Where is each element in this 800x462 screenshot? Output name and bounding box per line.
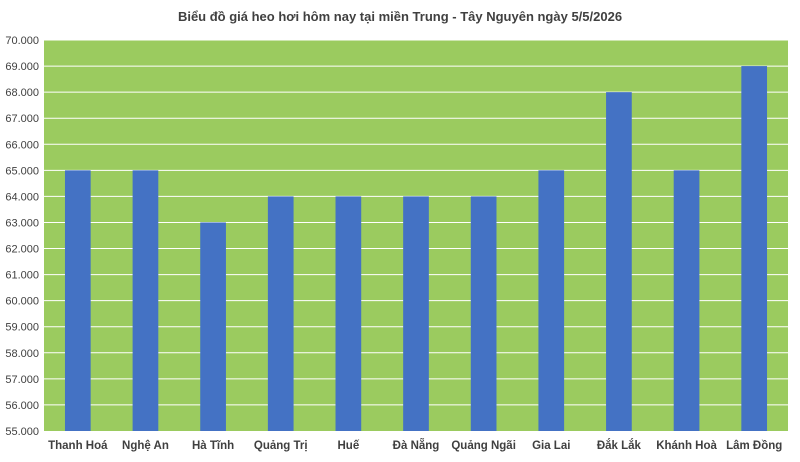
x-tick-label: Đà Nẵng <box>393 439 440 452</box>
bar <box>403 196 429 431</box>
bar <box>606 92 632 431</box>
y-tick-label: 69.000 <box>5 61 39 73</box>
x-tick-label: Nghệ An <box>122 440 169 452</box>
chart-title: Biểu đồ giá heo hơi hôm nay tại miền Tru… <box>178 9 622 24</box>
y-tick-label: 70.000 <box>5 35 39 47</box>
y-tick-label: 65.000 <box>5 165 39 177</box>
y-tick-label: 63.000 <box>5 217 39 229</box>
bar <box>470 196 497 431</box>
gridlines <box>44 39 788 406</box>
x-tick-label: Khánh Hoà <box>656 440 717 452</box>
x-tick-label: Quảng Ngãi <box>451 440 516 452</box>
x-tick-label: Huế <box>337 440 359 452</box>
y-tick-label: 61.000 <box>5 270 39 282</box>
y-tick-label: 67.000 <box>5 113 39 125</box>
y-axis: 55.000 56.000 57.000 58.000 59.000 60.000 61.0… <box>5 35 39 438</box>
bar <box>200 222 226 431</box>
bar-series <box>64 66 768 432</box>
bar <box>132 170 159 432</box>
x-tick-label: Gia Lai <box>532 440 570 452</box>
x-tick-label: Thanh Hoá <box>48 440 108 452</box>
x-tick-label: Quảng Trị <box>254 440 308 452</box>
bar <box>741 66 768 432</box>
x-tick-label: Hà Tĩnh <box>192 440 234 452</box>
bar <box>538 170 565 432</box>
y-tick-label: 55.000 <box>5 426 39 438</box>
bar <box>64 170 91 432</box>
y-tick-label: 59.000 <box>5 322 39 334</box>
y-tick-label: 56.000 <box>5 400 39 412</box>
bar <box>335 196 362 431</box>
y-tick-label: 58.000 <box>5 348 39 360</box>
x-tick-label: Lâm Đồng <box>726 440 782 452</box>
x-tick-label: Đắk Lắk <box>597 439 642 452</box>
y-tick-label: 64.000 <box>5 191 39 203</box>
x-axis: Thanh Hoá Nghệ An Hà Tĩnh Quảng Trị Huế Đà Nẵ… <box>48 439 782 452</box>
bar <box>267 196 294 431</box>
y-tick-label: 60.000 <box>5 296 39 308</box>
y-tick-label: 62.000 <box>5 244 39 256</box>
y-tick-label: 68.000 <box>5 87 39 99</box>
bar <box>673 170 700 432</box>
y-tick-label: 66.000 <box>5 139 39 151</box>
y-tick-label: 57.000 <box>5 374 39 386</box>
